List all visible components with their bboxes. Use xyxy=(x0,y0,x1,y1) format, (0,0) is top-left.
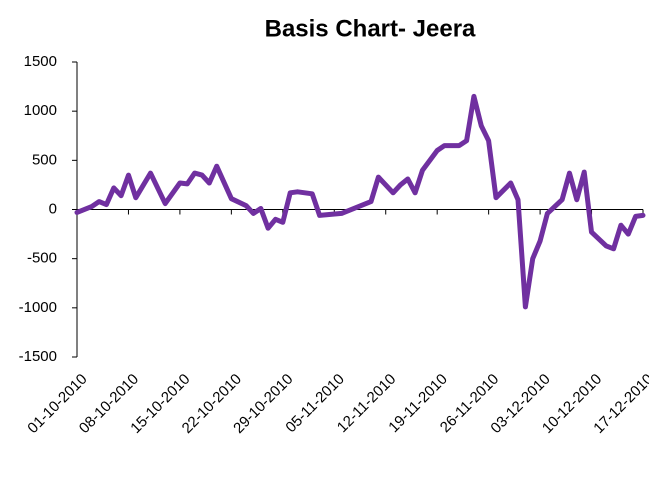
y-tick-label: 1500 xyxy=(24,53,57,70)
chart-title: Basis Chart- Jeera xyxy=(265,15,476,42)
y-tick-label: -1000 xyxy=(19,299,57,316)
data-line xyxy=(74,93,646,310)
y-tick-label: -1500 xyxy=(19,348,57,365)
y-tick-label: 0 xyxy=(49,200,57,217)
y-tick-label: 1000 xyxy=(24,102,57,119)
y-tick-label: 500 xyxy=(32,151,57,168)
y-tick-label: -500 xyxy=(27,250,57,267)
